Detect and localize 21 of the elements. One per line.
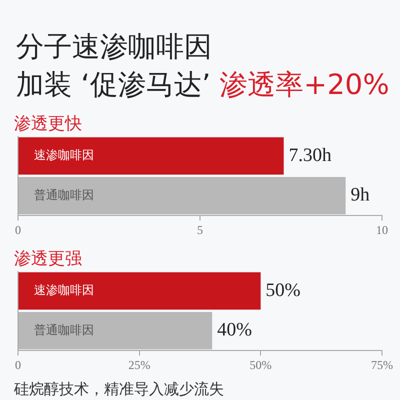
chart-title: 渗透更强 bbox=[14, 248, 83, 271]
x-tick-label: 25% bbox=[128, 358, 150, 372]
category-label: 速渗咖啡因 bbox=[34, 283, 94, 298]
x-tick-label: 0 bbox=[15, 222, 21, 237]
data-label: 50% bbox=[266, 280, 301, 301]
text: 硅烷醇技术，精准导入减少流失 bbox=[14, 380, 225, 399]
text: 分子速渗咖啡因 bbox=[16, 29, 213, 65]
x-tick-label: 0 bbox=[15, 358, 21, 372]
text: 渗透率+20% bbox=[220, 68, 390, 101]
chart-title: 渗透更快 bbox=[14, 113, 83, 136]
data-label: 9h bbox=[350, 184, 370, 206]
data-label: 7.30h bbox=[288, 144, 332, 166]
x-tick-label: 10 bbox=[376, 222, 388, 237]
data-label: 40% bbox=[217, 320, 252, 341]
category-label: 速渗咖啡因 bbox=[34, 148, 94, 162]
x-tick-label: 50% bbox=[250, 358, 272, 372]
category-label: 普通咖啡因 bbox=[34, 188, 94, 202]
text: 加装 ‘促渗马达’ bbox=[16, 68, 212, 101]
x-tick-label: 75% bbox=[371, 358, 393, 372]
category-label: 普通咖啡因 bbox=[34, 322, 94, 337]
x-tick-label: 5 bbox=[197, 222, 203, 237]
